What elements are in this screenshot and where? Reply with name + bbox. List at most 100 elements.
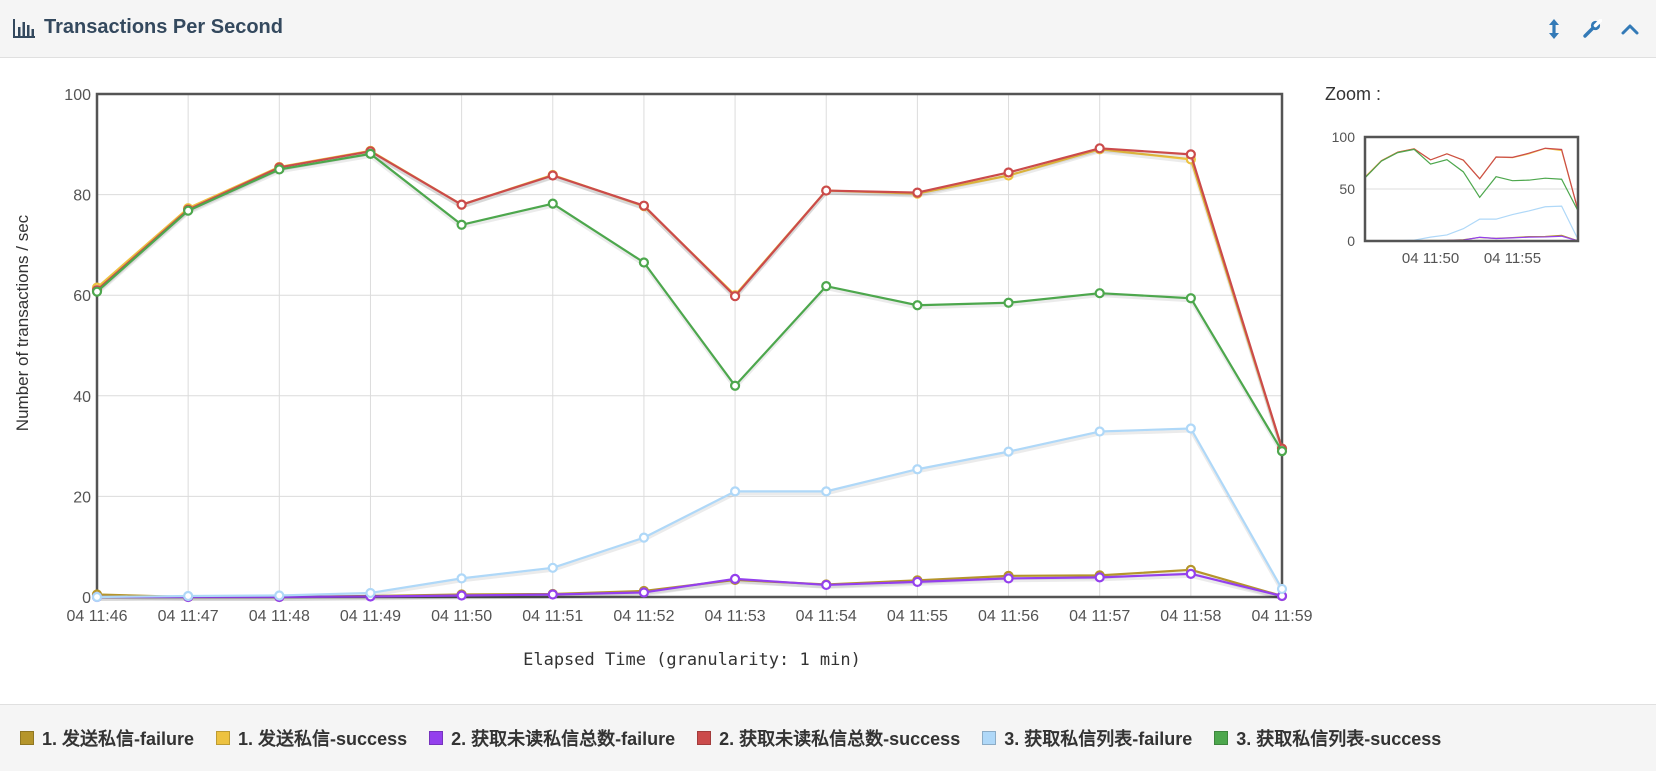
data-point[interactable]: [912, 187, 923, 198]
x-tick-label: 04 11:54: [796, 608, 857, 625]
data-point[interactable]: [1185, 293, 1196, 304]
data-point[interactable]: [547, 589, 558, 600]
data-point[interactable]: [365, 587, 376, 599]
data-point[interactable]: [821, 486, 832, 497]
data-point[interactable]: [1276, 446, 1288, 457]
legend-label: 3. 获取私信列表-failure: [1004, 729, 1193, 749]
x-tick-label: 04 11:57: [1069, 608, 1130, 625]
series-shadow: [96, 154, 1284, 455]
legend-swatch: [1214, 731, 1229, 745]
x-tick-label: 04 11:58: [1160, 608, 1221, 625]
zoom-label: Zoom :: [1325, 84, 1381, 104]
data-point[interactable]: [821, 579, 832, 591]
series-line: [96, 152, 1283, 452]
series-shadow: [97, 574, 1283, 601]
legend-item[interactable]: 2. 获取未读私信总数-success: [697, 725, 960, 751]
data-point[interactable]: [729, 291, 741, 302]
legend-swatch: [982, 731, 997, 745]
legend-item[interactable]: 3. 获取私信列表-success: [1214, 725, 1441, 751]
x-tick-label: 04 11:49: [340, 608, 401, 625]
data-point[interactable]: [91, 286, 103, 297]
data-point[interactable]: [1185, 568, 1196, 579]
data-point[interactable]: [821, 281, 832, 292]
y-tick-label: 60: [73, 288, 91, 305]
zoom-border: [1363, 135, 1580, 243]
data-point[interactable]: [1185, 423, 1196, 434]
zoom-y-tick-label: 100: [1332, 129, 1356, 145]
zoom-series-line: [1364, 148, 1579, 212]
wrench-icon: [1583, 19, 1602, 38]
data-point[interactable]: [729, 486, 741, 497]
settings-button[interactable]: [1580, 17, 1604, 41]
zoom-x-tick-label: 04 11:55: [1484, 250, 1541, 267]
data-point[interactable]: [638, 532, 650, 543]
data-point[interactable]: [1185, 149, 1196, 160]
zoom-series-line: [1364, 147, 1579, 211]
data-point[interactable]: [456, 590, 467, 601]
data-point[interactable]: [912, 300, 923, 311]
data-point[interactable]: [1003, 167, 1014, 178]
data-point[interactable]: [912, 576, 923, 588]
zoom-y-tick-label: 50: [1339, 181, 1355, 197]
data-point[interactable]: [274, 164, 285, 175]
legend-item[interactable]: 3. 获取私信列表-failure: [982, 725, 1192, 751]
zoom-x-tick-label: 04 11:50: [1402, 250, 1459, 267]
tps-chart[interactable]: 0 20 40 60 80 100 04 11:46 04 11:47 04 11:48 04 1…: [0, 58, 1656, 704]
y-tick-label: 40: [73, 389, 91, 406]
data-point[interactable]: [1276, 583, 1288, 595]
resize-button[interactable]: [1542, 17, 1566, 41]
header-tools: [1542, 17, 1642, 41]
x-tick-label: 04 11:47: [158, 608, 219, 625]
legend-swatch: [429, 731, 444, 745]
data-point[interactable]: [638, 200, 650, 211]
series-shadow: [96, 429, 1284, 601]
legend-item[interactable]: 1. 发送私信-success: [216, 725, 407, 751]
data-point[interactable]: [547, 170, 558, 181]
legend-swatch: [697, 731, 712, 745]
x-tick-label: 04 11:51: [522, 608, 583, 625]
collapse-button[interactable]: [1618, 17, 1642, 41]
data-point[interactable]: [91, 591, 103, 603]
y-tick-label: 0: [82, 590, 91, 607]
series-line: [96, 147, 1284, 449]
data-point[interactable]: [274, 590, 285, 601]
data-point[interactable]: [729, 573, 741, 584]
data-point[interactable]: [1003, 573, 1014, 584]
data-point[interactable]: [547, 198, 558, 209]
series-line: [97, 572, 1283, 599]
data-point[interactable]: [1094, 143, 1105, 154]
y-tick-label: 20: [73, 489, 91, 506]
data-point[interactable]: [912, 464, 923, 475]
legend-item[interactable]: 2. 获取未读私信总数-failure: [429, 725, 675, 751]
zoom-overview[interactable]: 100 50 0 04 11:50 04 11:55: [1332, 129, 1580, 267]
legend-label: 1. 发送私信-success: [238, 729, 408, 749]
legend-item[interactable]: 1. 发送私信-failure: [20, 725, 194, 751]
data-point[interactable]: [1094, 288, 1105, 299]
data-point[interactable]: [1094, 572, 1105, 583]
data-point[interactable]: [456, 219, 467, 230]
x-tick-label: 04 11:50: [431, 608, 492, 625]
x-tick-label: 04 11:52: [613, 608, 674, 625]
x-tick-label: 04 11:48: [249, 608, 310, 625]
data-point[interactable]: [547, 562, 558, 573]
data-point[interactable]: [638, 257, 650, 268]
legend-label: 3. 获取私信列表-success: [1236, 729, 1442, 749]
data-point[interactable]: [183, 590, 194, 602]
x-tick-label: 04 11:59: [1251, 608, 1312, 625]
data-point[interactable]: [183, 205, 194, 216]
data-point[interactable]: [1003, 446, 1014, 457]
x-tick-label: 04 11:53: [705, 608, 766, 625]
data-point[interactable]: [456, 199, 467, 210]
data-point[interactable]: [729, 380, 741, 391]
legend-swatch: [20, 731, 34, 745]
series-line: [96, 427, 1283, 599]
data-point[interactable]: [638, 587, 650, 598]
plot-border: [95, 92, 1284, 599]
data-point[interactable]: [456, 573, 467, 584]
data-point[interactable]: [1003, 297, 1014, 308]
y-tick-label: 80: [73, 188, 91, 205]
data-point[interactable]: [821, 185, 832, 196]
resize-vertical-icon: [1549, 19, 1559, 39]
data-point[interactable]: [1094, 426, 1105, 437]
data-point[interactable]: [365, 148, 376, 159]
